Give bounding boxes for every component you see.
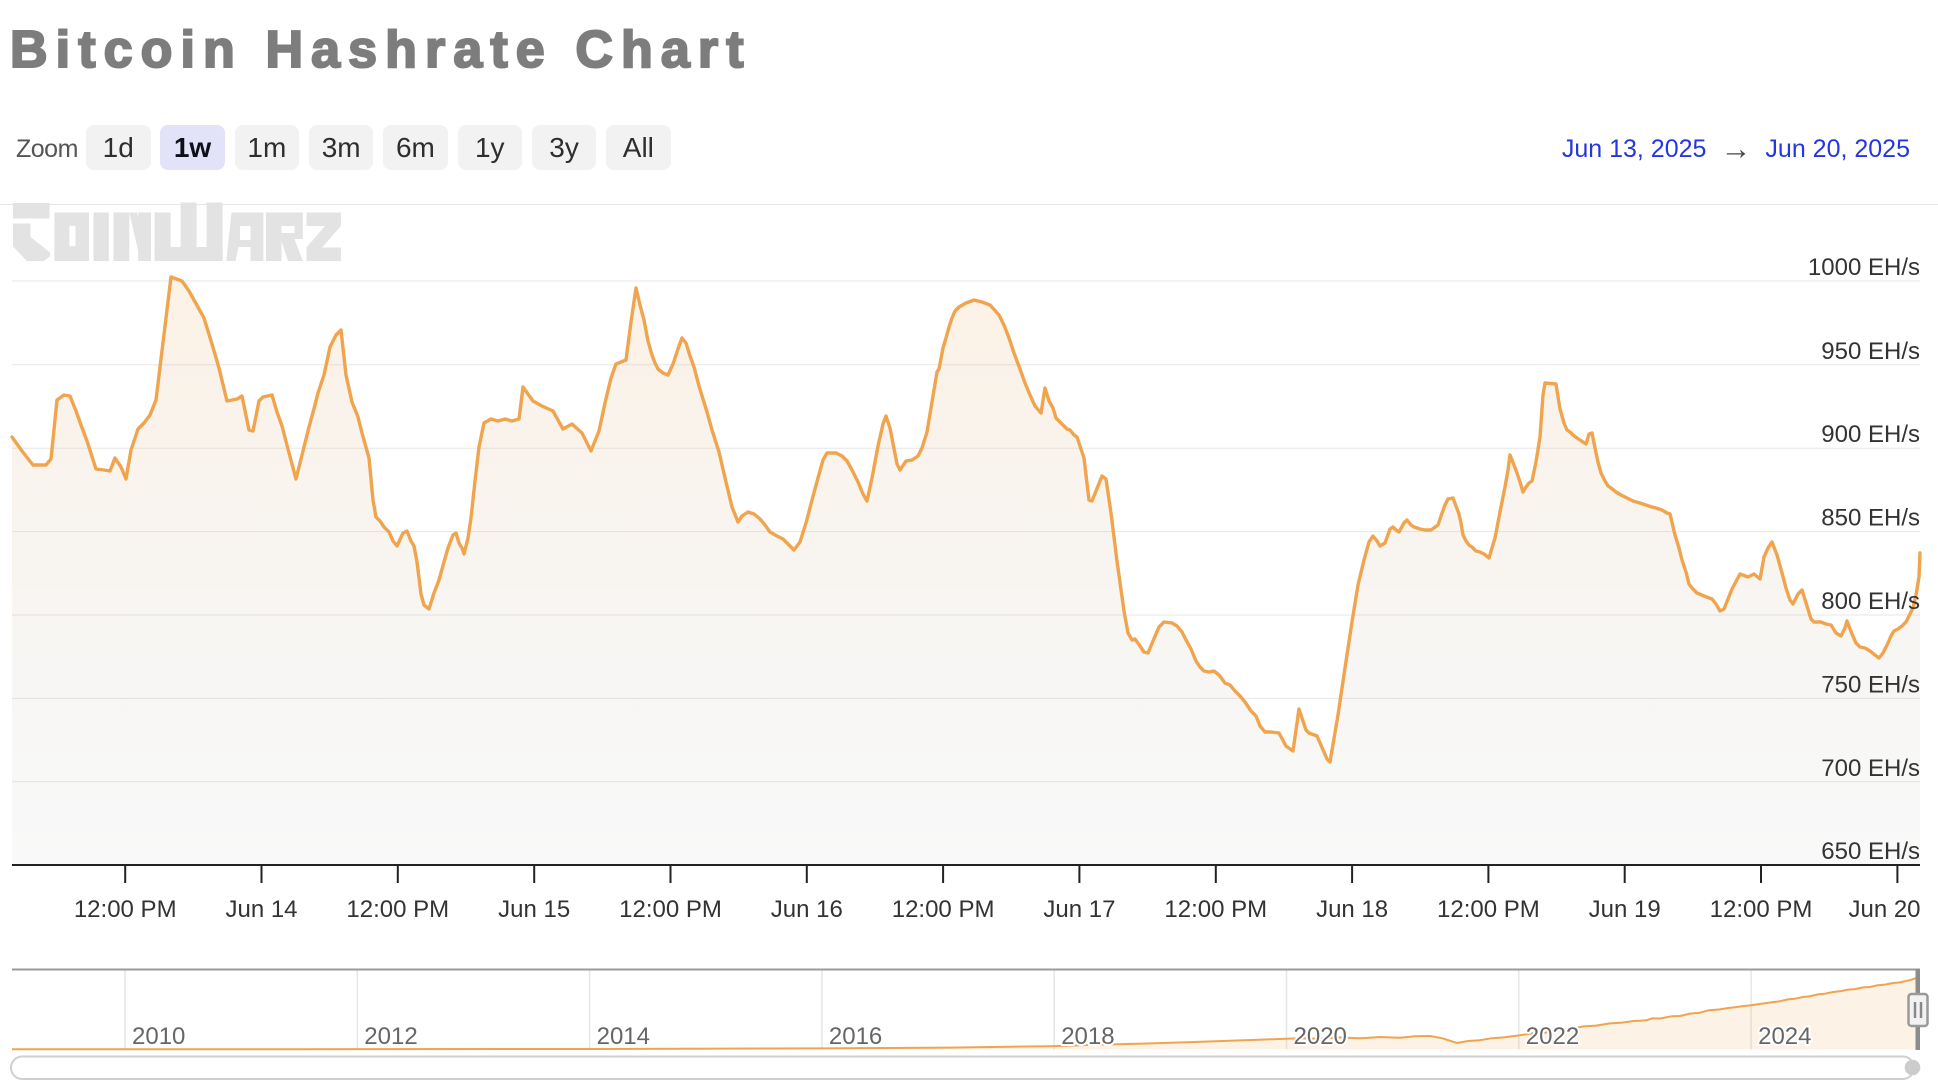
- svg-text:12:00 PM: 12:00 PM: [1710, 896, 1813, 923]
- svg-text:700 EH/s: 700 EH/s: [1821, 755, 1920, 782]
- svg-text:2016: 2016: [829, 1023, 882, 1050]
- svg-text:2010: 2010: [132, 1023, 185, 1050]
- svg-text:2012: 2012: [364, 1023, 417, 1050]
- svg-text:Jun 17: Jun 17: [1043, 896, 1115, 923]
- svg-text:950 EH/s: 950 EH/s: [1821, 338, 1920, 365]
- svg-text:2020: 2020: [1294, 1023, 1347, 1050]
- svg-text:2018: 2018: [1061, 1023, 1114, 1050]
- svg-text:2014: 2014: [597, 1023, 650, 1050]
- svg-text:12:00 PM: 12:00 PM: [1164, 896, 1267, 923]
- svg-text:12:00 PM: 12:00 PM: [346, 896, 449, 923]
- svg-text:Jun 18: Jun 18: [1316, 896, 1388, 923]
- svg-text:2022: 2022: [1526, 1023, 1579, 1050]
- svg-text:Jun 14: Jun 14: [225, 896, 297, 923]
- svg-text:Jun 15: Jun 15: [498, 896, 570, 923]
- svg-text:12:00 PM: 12:00 PM: [892, 896, 995, 923]
- svg-text:1000 EH/s: 1000 EH/s: [1808, 254, 1920, 281]
- svg-text:Jun 20: Jun 20: [1848, 896, 1920, 923]
- svg-text:12:00 PM: 12:00 PM: [1437, 896, 1540, 923]
- svg-text:2024: 2024: [1758, 1023, 1811, 1050]
- svg-text:Jun 19: Jun 19: [1589, 896, 1661, 923]
- svg-text:800 EH/s: 800 EH/s: [1821, 588, 1920, 615]
- svg-text:900 EH/s: 900 EH/s: [1821, 421, 1920, 448]
- svg-text:Jun 16: Jun 16: [771, 896, 843, 923]
- svg-text:650 EH/s: 650 EH/s: [1821, 838, 1920, 865]
- svg-text:750 EH/s: 750 EH/s: [1821, 671, 1920, 698]
- svg-text:850 EH/s: 850 EH/s: [1821, 505, 1920, 532]
- svg-text:12:00 PM: 12:00 PM: [619, 896, 722, 923]
- svg-text:12:00 PM: 12:00 PM: [74, 896, 177, 923]
